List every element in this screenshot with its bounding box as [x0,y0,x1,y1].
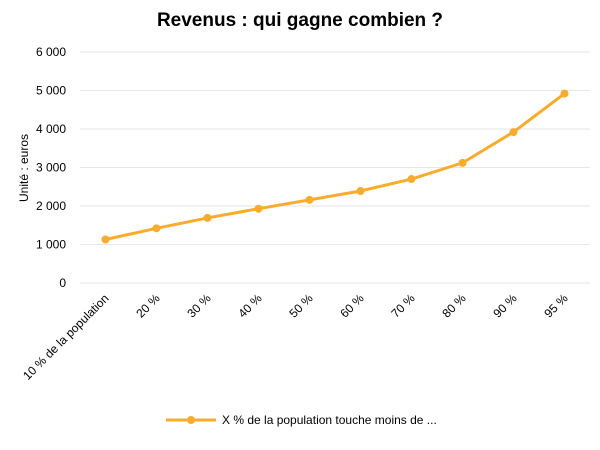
x-tick-layer: 10 % de la population 20 % 30 % 40 % 50 % 60 … [20,291,571,383]
y-tick-label: 2 000 [36,199,66,213]
x-tick-label: 40 % [235,291,264,320]
series-line [104,92,566,241]
legend-label: X % de la population touche moins de ... [222,413,437,427]
data-point[interactable] [356,186,365,195]
data-point[interactable] [407,175,416,184]
legend-swatch-marker [187,416,195,424]
x-tick-label: 10 % de la population [20,291,112,383]
legend[interactable]: X % de la population touche moins de ... [166,413,437,427]
data-point[interactable] [152,224,161,233]
data-point[interactable] [101,235,110,244]
y-tick-label: 1 000 [36,238,66,252]
chart-title: Revenus : qui gagne combien ? [157,10,443,31]
grid-layer [80,51,590,284]
y-tick-label: 0 [59,276,66,290]
y-tick-label: 6 000 [36,45,66,59]
x-tick-label: 90 % [490,291,519,320]
x-tick-label: 20 % [133,291,162,320]
x-tick-label: 95 % [541,291,570,320]
data-point[interactable] [254,204,263,213]
x-tick-label: 70 % [388,291,417,320]
x-tick-label: 50 % [286,291,315,320]
y-tick-label: 4 000 [36,122,66,136]
series-layer [101,89,569,244]
y-tick-label: 5 000 [36,84,66,98]
y-axis-label: Unité : euros [17,134,31,202]
data-point[interactable] [509,128,518,137]
data-point[interactable] [203,213,212,222]
x-tick-label: 60 % [337,291,366,320]
data-point[interactable] [458,158,467,167]
y-tick-label: 3 000 [36,161,66,175]
x-tick-label: 30 % [184,291,213,320]
data-point[interactable] [560,89,569,98]
y-tick-layer: 0 1 000 2 000 3 000 4 000 5 000 6 000 [36,45,66,290]
x-tick-label: 80 % [439,291,468,320]
data-point[interactable] [305,195,314,204]
